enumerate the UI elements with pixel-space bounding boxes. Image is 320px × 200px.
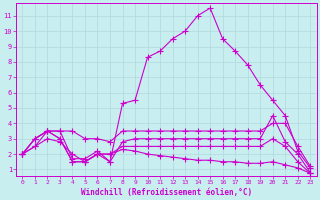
X-axis label: Windchill (Refroidissement éolien,°C): Windchill (Refroidissement éolien,°C) bbox=[81, 188, 252, 197]
